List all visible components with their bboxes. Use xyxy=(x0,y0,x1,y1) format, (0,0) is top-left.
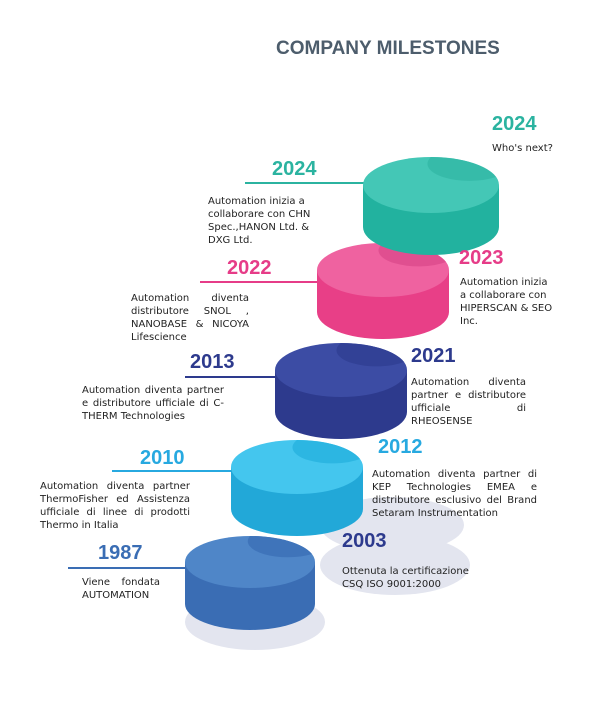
milestone-text: Automation diventa partner e distributor… xyxy=(82,385,224,422)
year: 1987 xyxy=(98,542,143,564)
year: 2021 xyxy=(411,345,456,367)
milestone-text: Automation inizia a collaborare con CHN … xyxy=(208,196,311,246)
disc-1987 xyxy=(185,535,315,630)
milestone-text: Automation diventa partner di KEP Techno… xyxy=(372,469,537,519)
year: 2010 xyxy=(140,447,185,469)
disc-2013 xyxy=(275,343,407,439)
leader-lines xyxy=(68,182,368,569)
year: 2024 xyxy=(492,113,537,135)
year: 2013 xyxy=(190,351,235,373)
disc-2010 xyxy=(231,440,363,536)
milestone-text: Automation diventa partner e distributor… xyxy=(411,377,526,427)
milestone-text: Viene fondata AUTOMATION xyxy=(82,577,160,601)
title: COMPANY MILESTONES xyxy=(276,38,500,59)
milestone-text: Automation diventa distributore SNOL , N… xyxy=(131,293,249,343)
milestone-text: Who's next? xyxy=(492,143,553,154)
milestone-text: Automation diventa partner ThermoFisher … xyxy=(40,481,190,531)
year: 2023 xyxy=(459,247,504,269)
year: 2012 xyxy=(378,436,423,458)
year: 2022 xyxy=(227,257,272,279)
year: 2003 xyxy=(342,530,387,552)
disc-2024 xyxy=(363,157,499,255)
milestone-text: Ottenuta la certificazione CSQ ISO 9001:… xyxy=(342,566,469,590)
milestone-text: Automation inizia a collaborare con HIPE… xyxy=(460,277,553,327)
year: 2024 xyxy=(272,158,317,180)
disc-2022 xyxy=(317,243,449,339)
